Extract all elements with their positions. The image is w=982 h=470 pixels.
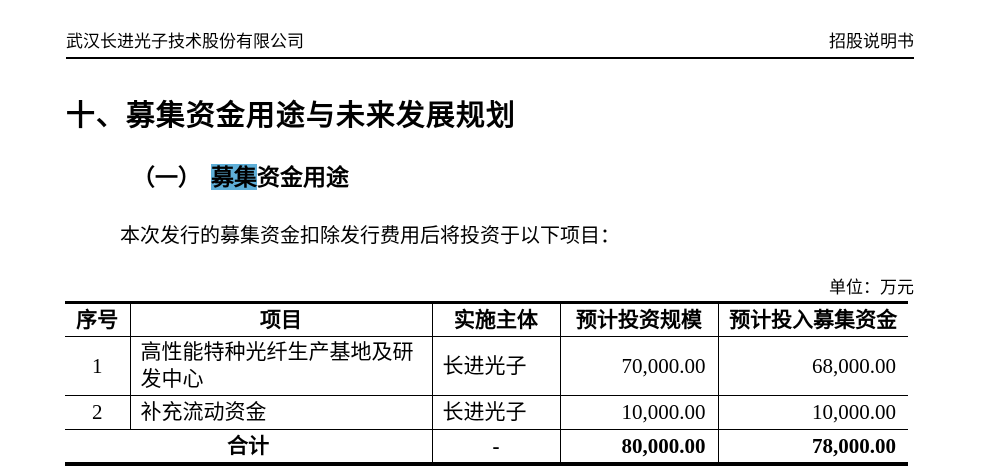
running-header: 武汉长进光子技术股份有限公司 招股说明书	[66, 0, 914, 53]
cell-raised: 68,000.00	[717, 336, 908, 396]
cell-investment: 70,000.00	[559, 336, 718, 396]
cell-raised: 10,000.00	[717, 395, 908, 430]
table-row: 1 高性能特种光纤生产基地及研发中心 长进光子 70,000.00 68,000…	[65, 336, 908, 396]
col-header-investment: 预计投资规模	[559, 302, 718, 337]
intro-paragraph: 本次发行的募集资金扣除发行费用后将投资于以下项目：	[120, 225, 620, 247]
table-header-row: 序号 项目 实施主体 预计投资规模 预计投入募集资金	[65, 302, 908, 337]
total-label: 合计	[227, 433, 270, 458]
sub-title-rest: 资金用途	[257, 164, 349, 190]
table-total-row: 合计 - 80,000.00 78,000.00	[65, 429, 908, 464]
unit-label: 单位：万元	[829, 278, 914, 297]
col-header-project: 项目	[129, 302, 432, 337]
doc-type-label: 招股说明书	[829, 32, 914, 51]
header-rule	[66, 57, 914, 59]
total-entity: -	[431, 429, 560, 464]
section-title: 十、募集资金用途与未来发展规划	[66, 100, 517, 132]
cell-investment: 10,000.00	[559, 395, 718, 430]
col-header-raised: 预计投入募集资金	[717, 302, 908, 337]
cell-no: 1	[65, 336, 130, 396]
fund-use-table: 序号 项目 实施主体 预计投资规模 预计投入募集资金 1 高性能特种光纤生产基地…	[65, 301, 908, 466]
cell-project: 高性能特种光纤生产基地及研发中心	[129, 336, 432, 396]
cell-entity: 长进光子	[431, 395, 560, 430]
cell-entity: 长进光子	[431, 336, 560, 396]
selected-text-highlight[interactable]: 募集	[211, 164, 257, 190]
col-header-no: 序号	[65, 302, 130, 337]
sub-title: （一） 募集资金用途	[132, 162, 914, 192]
table-row: 2 补充流动资金 长进光子 10,000.00 10,000.00	[65, 395, 908, 430]
cell-no: 2	[65, 395, 130, 430]
col-header-entity: 实施主体	[431, 302, 560, 337]
sub-title-number: （一）	[132, 164, 201, 190]
total-raised: 78,000.00	[717, 429, 908, 464]
cell-project: 补充流动资金	[129, 395, 432, 430]
company-name: 武汉长进光子技术股份有限公司	[66, 32, 304, 51]
total-investment: 80,000.00	[559, 429, 718, 464]
